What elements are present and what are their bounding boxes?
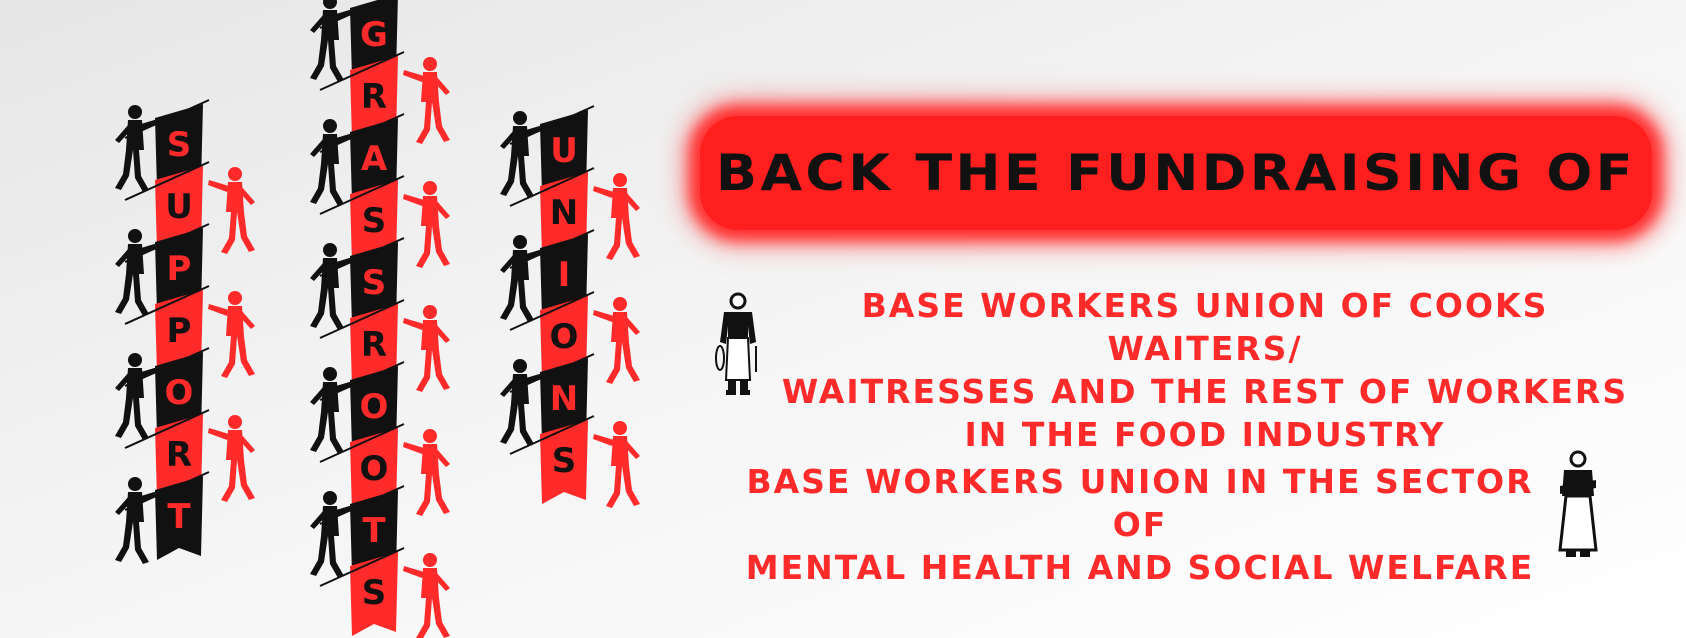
carer-icon <box>1554 450 1602 562</box>
flag-pole <box>124 409 210 449</box>
marching-figure <box>208 291 255 378</box>
marching-figure <box>115 229 162 316</box>
banner-letter: R <box>166 435 192 475</box>
union1-line3: in the food industry <box>964 415 1446 454</box>
banner-letter: O <box>360 387 389 427</box>
banner-flag <box>350 552 398 636</box>
banner-letter: A <box>361 139 388 179</box>
union2-line1: Base workers union in the sector of <box>746 462 1534 544</box>
flag-pole <box>509 167 595 207</box>
banner-letter: S <box>167 125 192 165</box>
banner-flag <box>155 290 203 374</box>
marching-figure <box>593 421 640 508</box>
marching-figure <box>115 477 162 564</box>
flag-pole <box>124 161 210 201</box>
marching-figure <box>403 553 450 638</box>
flag-pole <box>319 423 405 463</box>
banner-flag <box>350 0 398 78</box>
banner-letter: P <box>167 249 192 289</box>
marching-figure <box>403 181 450 268</box>
banner-flag <box>350 118 398 202</box>
marching-figure <box>115 353 162 440</box>
marching-figure <box>500 235 547 322</box>
banner-letter: R <box>361 325 387 365</box>
flag-pole <box>319 299 405 339</box>
union-cooks-waiters: Base workers union of cooks waiters/ wai… <box>770 284 1640 456</box>
union1-line1: Base workers union of cooks waiters/ <box>861 286 1549 368</box>
banner-letter: U <box>165 187 193 227</box>
flag-pole <box>509 415 595 455</box>
banner-flag <box>155 166 203 250</box>
waiter-icon <box>714 292 762 402</box>
banner-flag <box>350 366 398 450</box>
banner-flag <box>350 304 398 388</box>
marching-figure <box>593 173 640 260</box>
banner-letter: U <box>550 131 578 171</box>
union-mental-health: Base workers union in the sector of ment… <box>726 460 1554 589</box>
banner-letter: G <box>360 15 388 55</box>
banner-letter: I <box>558 255 571 295</box>
flag-pole <box>124 285 210 325</box>
marching-figure <box>208 415 255 502</box>
banner-letter: S <box>362 201 387 241</box>
banner-flag <box>540 358 588 442</box>
banner-letter: S <box>552 441 577 481</box>
marching-figure <box>403 57 450 144</box>
marching-figure <box>403 305 450 392</box>
flag-pole <box>319 51 405 91</box>
flag-pole <box>319 175 405 215</box>
banner-flag <box>350 56 398 140</box>
union2-line2: mental health and social welfare <box>745 548 1535 587</box>
marching-figure <box>500 111 547 198</box>
marching-figure <box>310 367 357 454</box>
banner-flag <box>350 242 398 326</box>
banner-flag <box>155 352 203 436</box>
marching-figure <box>310 243 357 330</box>
banner-flag <box>540 420 588 504</box>
banner-flag <box>540 172 588 256</box>
marching-figure <box>310 491 357 578</box>
banner-flag <box>155 476 203 560</box>
banner-flag <box>155 104 203 188</box>
flag-pole <box>509 291 595 331</box>
banner-flag <box>155 228 203 312</box>
banner-letter: S <box>362 573 387 613</box>
banner-letter: O <box>360 449 389 489</box>
banner-letter: O <box>165 373 194 413</box>
banner-letter: N <box>550 379 578 419</box>
marching-figure <box>310 119 357 206</box>
banner-flag <box>540 234 588 318</box>
banner-flag <box>350 428 398 512</box>
marching-figure <box>208 167 255 254</box>
marching-figure <box>593 297 640 384</box>
banner-flag <box>540 296 588 380</box>
banner-letter: T <box>362 511 386 551</box>
banner-letter: S <box>362 263 387 303</box>
headline-text: BACK THE FUNDRAISING OF <box>716 144 1636 202</box>
banner-letter: P <box>167 311 192 351</box>
headline-red-brush <box>700 116 1652 230</box>
union1-line2: waitresses and the rest of workers <box>781 372 1629 411</box>
banner-flag <box>350 180 398 264</box>
banner-letter: O <box>550 317 579 357</box>
banner-letter: N <box>550 193 578 233</box>
marching-figure <box>403 429 450 516</box>
marching-figure <box>115 105 162 192</box>
marching-figure <box>500 359 547 446</box>
banner-flag <box>155 414 203 498</box>
banner-letter: T <box>167 497 191 537</box>
headline-banner: BACK THE FUNDRAISING OF <box>690 108 1662 238</box>
banner-flag <box>540 110 588 194</box>
flag-pole <box>319 547 405 587</box>
banner-flag <box>350 490 398 574</box>
marching-figure <box>310 0 357 82</box>
banner-letter: R <box>361 77 387 117</box>
